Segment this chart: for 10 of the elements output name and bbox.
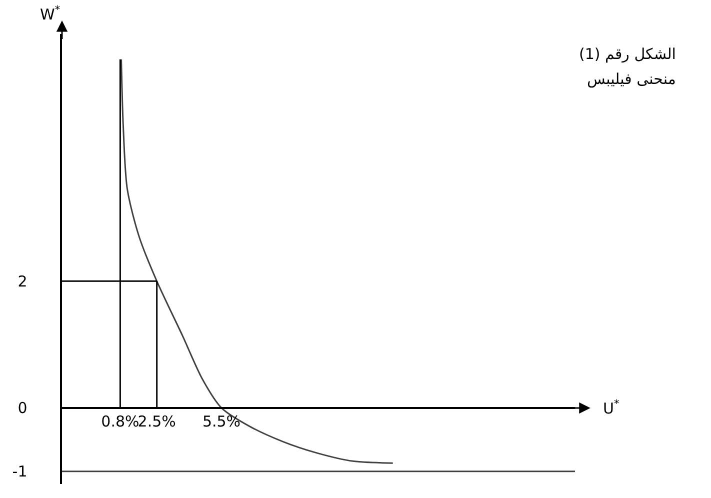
- y-axis-title: W$^{*}$: [40, 4, 60, 24]
- x-tick-label: 2.5%: [138, 412, 176, 431]
- x-tick-label: 0.8%: [101, 412, 140, 431]
- y-tick-label: 2: [18, 272, 28, 290]
- y-tick-label: 0: [18, 399, 28, 418]
- text: الشكل رقم (1): [579, 45, 676, 63]
- x-tick-label: 5.5%: [202, 412, 241, 431]
- text: منحنى فيليبس: [587, 70, 676, 88]
- x-axis-title: U$^{*}$: [603, 398, 620, 418]
- y-tick-label: -1: [12, 462, 28, 481]
